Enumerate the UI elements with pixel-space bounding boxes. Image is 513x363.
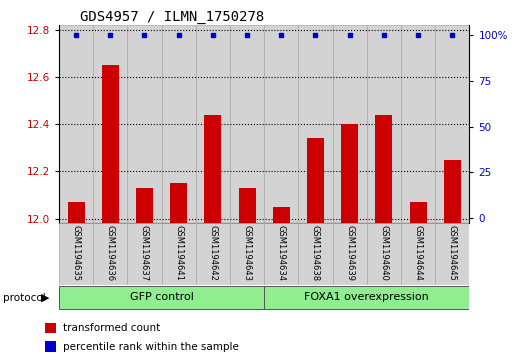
Bar [341, 124, 358, 223]
Bar [102, 65, 119, 223]
Text: GFP control: GFP control [130, 292, 193, 302]
Bar [409, 202, 427, 223]
Bar [196, 223, 230, 285]
Bar [204, 115, 222, 223]
Text: ▶: ▶ [41, 293, 49, 303]
Bar [162, 25, 196, 223]
Text: GSM1194641: GSM1194641 [174, 225, 183, 281]
Text: GSM1194639: GSM1194639 [345, 225, 354, 281]
Bar [239, 188, 255, 223]
Text: transformed count: transformed count [63, 323, 161, 333]
Bar [93, 223, 127, 285]
Text: GSM1194640: GSM1194640 [380, 225, 388, 281]
Bar [264, 286, 469, 309]
Text: GSM1194643: GSM1194643 [243, 225, 251, 281]
Bar [230, 223, 264, 285]
Bar [435, 25, 469, 223]
Bar [127, 223, 162, 285]
Text: GSM1194645: GSM1194645 [448, 225, 457, 281]
Text: FOXA1 overexpression: FOXA1 overexpression [304, 292, 429, 302]
Text: GSM1194638: GSM1194638 [311, 225, 320, 281]
Bar [45, 322, 56, 333]
Bar [170, 183, 187, 223]
Bar [136, 188, 153, 223]
Bar [230, 25, 264, 223]
Bar [367, 223, 401, 285]
Bar [332, 223, 367, 285]
Bar [68, 202, 85, 223]
Bar [401, 223, 435, 285]
Text: protocol: protocol [3, 293, 45, 303]
Text: GDS4957 / ILMN_1750278: GDS4957 / ILMN_1750278 [80, 11, 264, 24]
Bar [93, 25, 127, 223]
Bar [196, 25, 230, 223]
Bar [162, 223, 196, 285]
Text: GSM1194642: GSM1194642 [208, 225, 218, 281]
Text: GSM1194644: GSM1194644 [413, 225, 423, 281]
Bar [59, 223, 93, 285]
Bar [264, 223, 299, 285]
Bar [376, 115, 392, 223]
Bar [401, 25, 435, 223]
Text: GSM1194637: GSM1194637 [140, 225, 149, 281]
Bar [299, 25, 332, 223]
Bar [307, 138, 324, 223]
Bar [127, 25, 162, 223]
Bar [264, 25, 299, 223]
Bar [59, 25, 93, 223]
Text: GSM1194634: GSM1194634 [277, 225, 286, 281]
Bar [45, 341, 56, 352]
Bar [273, 207, 290, 223]
Bar [367, 25, 401, 223]
Bar [299, 223, 332, 285]
Bar [444, 160, 461, 223]
Text: percentile rank within the sample: percentile rank within the sample [63, 342, 239, 352]
Bar [435, 223, 469, 285]
Bar [332, 25, 367, 223]
Bar [59, 286, 264, 309]
Text: GSM1194636: GSM1194636 [106, 225, 115, 281]
Text: GSM1194635: GSM1194635 [72, 225, 81, 281]
